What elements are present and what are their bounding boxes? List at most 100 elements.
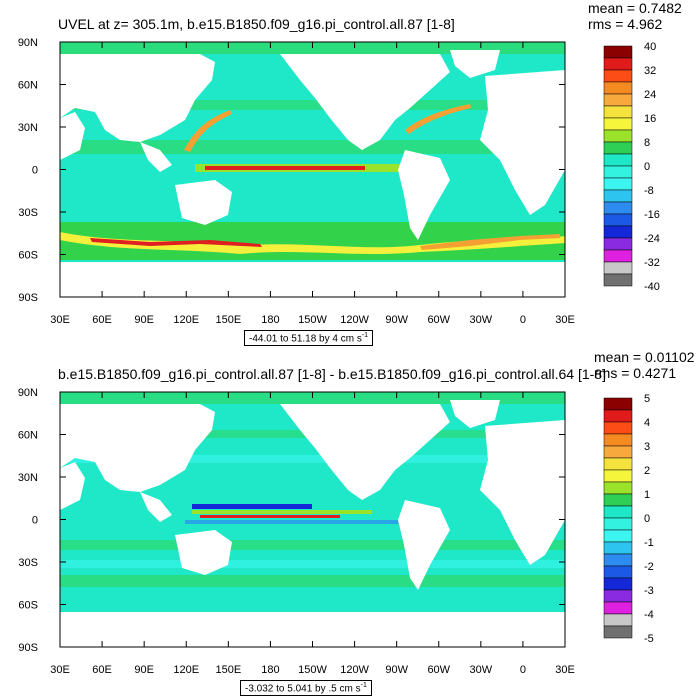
land-greenland bbox=[450, 400, 500, 428]
colorbar-label: 32 bbox=[644, 65, 656, 77]
colorbar-label: -32 bbox=[644, 257, 660, 269]
panel1-range-unit-exp: -1 bbox=[361, 332, 369, 339]
x-tick-label: 60W bbox=[427, 314, 450, 326]
colorbar-cell bbox=[603, 93, 633, 107]
diff-band-c bbox=[60, 540, 565, 550]
colorbar-cell bbox=[603, 45, 633, 59]
y-tick-label: 90N bbox=[18, 387, 38, 399]
colorbar-cell bbox=[603, 129, 633, 143]
colorbar-cell bbox=[603, 613, 633, 627]
colorbar-cell bbox=[603, 397, 633, 411]
land-indochina bbox=[140, 492, 172, 522]
land-north-america bbox=[280, 404, 450, 500]
x-tick-label: 180 bbox=[261, 664, 279, 676]
x-tick-label: 60W bbox=[427, 664, 450, 676]
land-indochina bbox=[140, 142, 172, 172]
colorbar-cell bbox=[603, 57, 633, 71]
colorbar-cell bbox=[603, 117, 633, 131]
x-tick-label: 120W bbox=[340, 664, 369, 676]
x-tick-label: 120W bbox=[340, 314, 369, 326]
x-tick-label: 90W bbox=[385, 664, 408, 676]
x-tick-label: 120E bbox=[173, 314, 199, 326]
colorbar-cell bbox=[603, 481, 633, 495]
diff-equatorial-red bbox=[200, 515, 340, 518]
colorbar-label: 1 bbox=[644, 489, 650, 501]
panel1-axes: 30E 60E 90E 120E 150E 180 150W 120W 90W 60W 30W 0 30… bbox=[18, 37, 575, 326]
colorbar-cell bbox=[603, 81, 633, 95]
land-antarctica bbox=[60, 262, 565, 297]
colorbar-label: 0 bbox=[644, 161, 650, 173]
colorbar-cell bbox=[603, 625, 633, 639]
colorbar-cell bbox=[603, 589, 633, 603]
x-tick-label: 30W bbox=[470, 664, 493, 676]
colorbar-cell bbox=[603, 141, 633, 155]
north-band bbox=[60, 100, 565, 110]
colorbar-label: -3 bbox=[644, 585, 654, 597]
panel2-rms: rms = 0.4271 bbox=[594, 365, 677, 381]
y-tick-label: 90S bbox=[18, 292, 38, 304]
colorbar-cell bbox=[603, 165, 633, 179]
diff-band-e bbox=[60, 560, 565, 568]
colorbar-cell bbox=[603, 421, 633, 435]
y-tick-label: 90N bbox=[18, 37, 38, 49]
panel2-colorbar: 5 4 3 2 1 0 -1 -2 -3 -4 -5 bbox=[603, 393, 654, 645]
colorbar-cell bbox=[603, 177, 633, 191]
x-tick-label: 60E bbox=[92, 664, 112, 676]
colorbar-label: -4 bbox=[644, 609, 654, 621]
land-greenland bbox=[450, 50, 500, 78]
y-tick-label: 60N bbox=[18, 430, 38, 442]
diff-equatorial-blue bbox=[192, 504, 312, 509]
colorbar-cell bbox=[603, 517, 633, 531]
colorbar-cell bbox=[603, 69, 633, 83]
colorbar-cell bbox=[603, 189, 633, 203]
diff-equatorial-green bbox=[192, 510, 372, 514]
land-africa-arabia bbox=[60, 462, 85, 510]
colorbar-cell bbox=[603, 505, 633, 519]
colorbar-label: -24 bbox=[644, 233, 660, 245]
land-africa-arabia bbox=[60, 112, 85, 160]
y-tick-label: 30N bbox=[18, 122, 38, 134]
colorbar-cell bbox=[603, 273, 633, 287]
land-australia bbox=[175, 530, 232, 575]
panel1-mean: mean = 0.7482 bbox=[588, 0, 682, 16]
colorbar-label: -5 bbox=[644, 633, 654, 645]
colorbar-cell bbox=[603, 433, 633, 447]
x-tick-label: 150W bbox=[298, 664, 327, 676]
kuroshio bbox=[184, 110, 232, 152]
colorbar-label: 40 bbox=[644, 41, 656, 53]
land-north-america bbox=[280, 54, 450, 150]
panel1-title: UVEL at z= 305.1m, b.e15.B1850.f09_g16.p… bbox=[58, 16, 455, 32]
y-tick-label: 60S bbox=[18, 600, 38, 612]
colorbar-cell bbox=[603, 261, 633, 275]
diff-equatorial-lightblue bbox=[185, 520, 405, 524]
colorbar-cell bbox=[603, 225, 633, 239]
colorbar-label: -40 bbox=[644, 281, 660, 293]
x-tick-label: 30E bbox=[50, 314, 70, 326]
land-europe-africa bbox=[480, 70, 565, 215]
colorbar-label: -16 bbox=[644, 209, 660, 221]
panel1-map bbox=[60, 42, 565, 297]
colorbar-cell bbox=[603, 105, 633, 119]
colorbar-label: 8 bbox=[644, 137, 650, 149]
colorbar-cell bbox=[603, 249, 633, 263]
colorbar-label: 3 bbox=[644, 441, 650, 453]
colorbar-cell bbox=[603, 553, 633, 567]
colorbar-cell bbox=[603, 213, 633, 227]
x-tick-label: 30E bbox=[555, 314, 575, 326]
panel2-range-unit-exp: -1 bbox=[360, 682, 367, 689]
panel1-colorbar: 40 32 24 16 8 0 -8 -16 -24 -32 -40 bbox=[603, 41, 660, 293]
colorbar-cell bbox=[603, 445, 633, 459]
acc-core bbox=[90, 238, 262, 247]
land-south-america bbox=[398, 150, 450, 240]
colorbar-label: -2 bbox=[644, 561, 654, 573]
y-tick-label: 30N bbox=[18, 472, 38, 484]
colorbar-label: 4 bbox=[644, 417, 650, 429]
colorbar-label: 5 bbox=[644, 393, 650, 405]
x-tick-label: 180 bbox=[261, 314, 279, 326]
colorbar-label: -8 bbox=[644, 185, 654, 197]
colorbar-label: 24 bbox=[644, 89, 656, 101]
x-tick-label: 150W bbox=[298, 314, 327, 326]
x-tick-label: 30E bbox=[555, 664, 575, 676]
colorbar-cell bbox=[603, 541, 633, 555]
colorbar-label: 2 bbox=[644, 465, 650, 477]
